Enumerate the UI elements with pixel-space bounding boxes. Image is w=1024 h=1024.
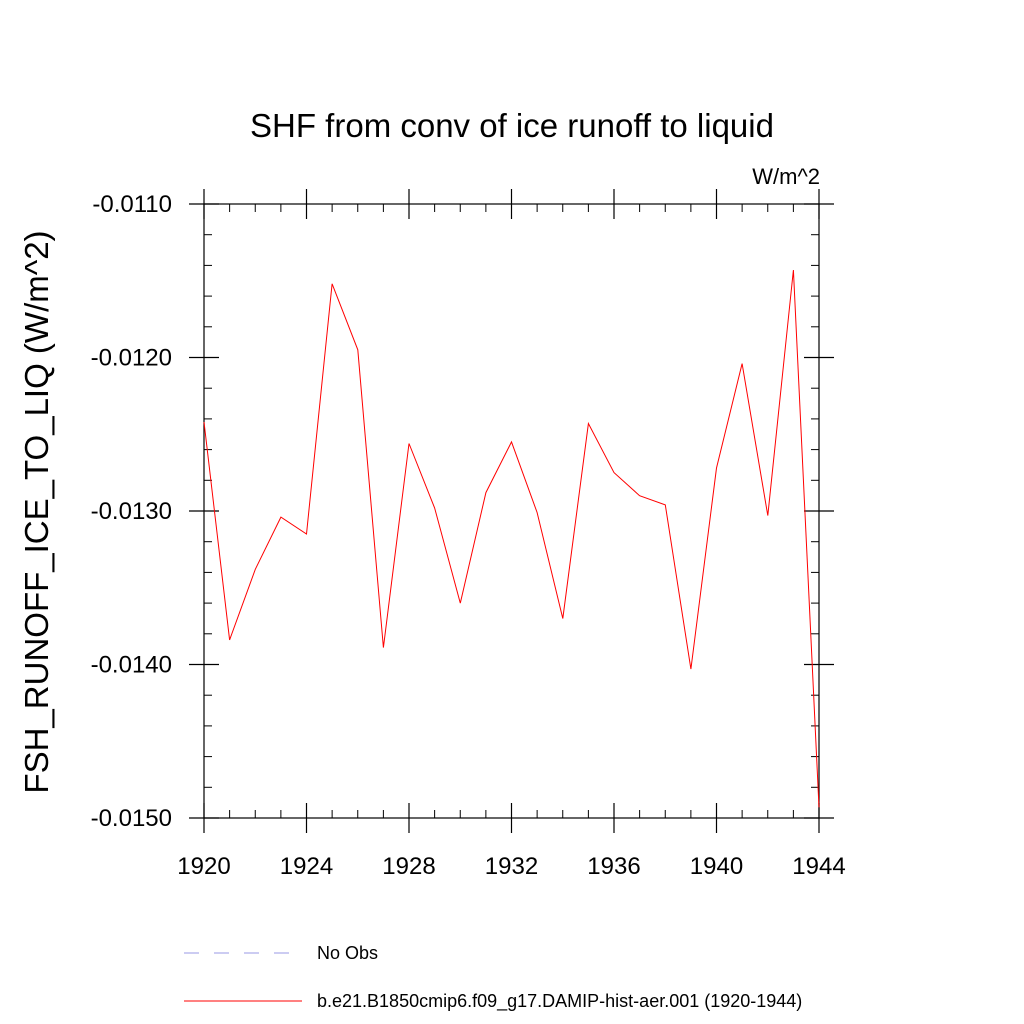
series-layer — [203, 269, 820, 808]
legend-label-model-run: b.e21.B1850cmip6.f09_g17.DAMIP-hist-aer.… — [317, 991, 802, 1012]
x-tick-label: 1924 — [280, 853, 333, 880]
y-tick-label: -0.0110 — [92, 191, 172, 218]
x-tick-label: 1944 — [792, 853, 845, 880]
x-tick-label: 1920 — [177, 853, 230, 880]
plot-frame — [203, 203, 820, 819]
y-tick-label: -0.0120 — [91, 345, 172, 372]
y-tick-labels: -0.0110 -0.0120 -0.0130 -0.0140 -0.0150 — [91, 191, 172, 832]
y-tick-label: -0.0140 — [91, 652, 172, 679]
major-ticks — [189, 189, 834, 833]
x-tick-label: 1936 — [587, 853, 640, 880]
y-tick-label: -0.0150 — [91, 805, 172, 832]
x-tick-label: 1940 — [690, 853, 743, 880]
chart-title: SHF from conv of ice runoff to liquid — [250, 107, 774, 144]
x-tick-label: 1928 — [382, 853, 435, 880]
x-tick-label: 1932 — [485, 853, 538, 880]
legend-label-no-obs: No Obs — [317, 943, 378, 963]
y-axis-label: FSH_RUNOFF_ICE_TO_LIQ (W/m^2) — [18, 230, 55, 793]
units-label: W/m^2 — [752, 164, 820, 189]
y-tick-label: -0.0130 — [91, 498, 172, 525]
x-tick-labels: 1920 1924 1928 1932 1936 1940 1944 — [177, 853, 845, 880]
series-line — [203, 269, 820, 808]
minor-ticks — [203, 203, 820, 819]
legend: No Obs b.e21.B1850cmip6.f09_g17.DAMIP-hi… — [184, 943, 802, 1012]
